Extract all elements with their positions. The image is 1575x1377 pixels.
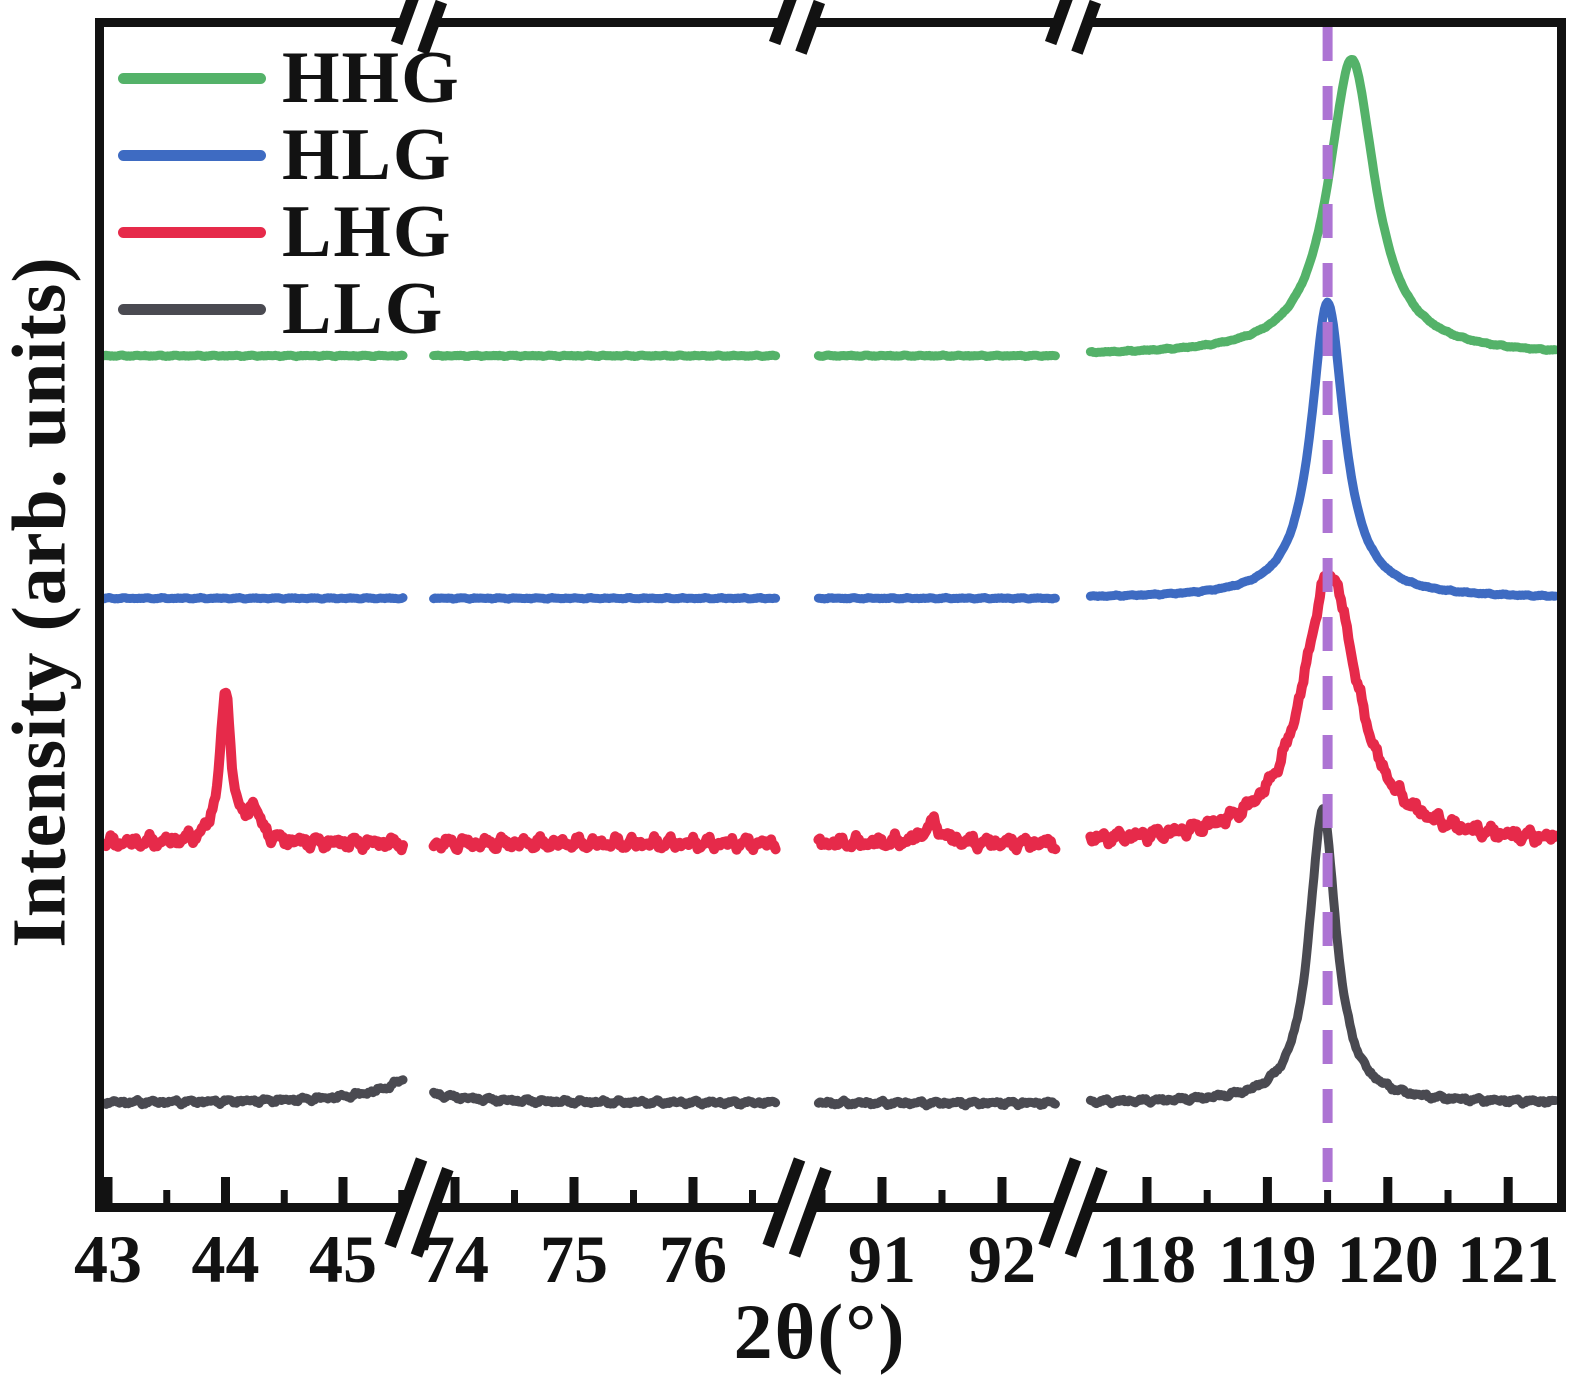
x-minor-tick <box>1324 1190 1332 1203</box>
x-major-tick <box>450 1177 460 1203</box>
axis-break-mark <box>762 1157 832 1258</box>
legend-line-llg <box>118 304 266 315</box>
legend: HHG HLG LHG LLG <box>118 40 461 348</box>
curve-hhg <box>100 350 408 362</box>
curve-hlg <box>429 593 781 604</box>
x-tick-label-74: 74 <box>421 1221 489 1297</box>
x-minor-tick <box>1444 1190 1452 1203</box>
curve-hlg <box>813 592 1060 604</box>
x-major-tick <box>1503 1177 1513 1203</box>
x-tick-label-43: 43 <box>74 1221 142 1297</box>
x-major-tick <box>1142 1177 1152 1203</box>
axis-spine <box>95 18 104 1212</box>
curve-hlg <box>100 592 408 604</box>
x-axis-title: 2θ(°) <box>733 1288 907 1375</box>
legend-label-hlg: HLG <box>282 114 453 196</box>
x-major-tick <box>1262 1177 1272 1203</box>
x-tick-label-118: 118 <box>1097 1221 1197 1297</box>
x-minor-tick <box>938 1190 946 1203</box>
legend-item-llg: LLG <box>118 271 461 348</box>
axis-break-mark <box>768 0 826 55</box>
x-tick-label-120: 120 <box>1336 1221 1439 1297</box>
axis-spine <box>95 18 1566 27</box>
x-tick-label-92: 92 <box>968 1221 1036 1297</box>
x-tick-label-45: 45 <box>309 1221 377 1297</box>
legend-line-hlg <box>118 150 266 161</box>
x-major-tick <box>877 1177 887 1203</box>
x-minor-tick <box>163 1190 171 1203</box>
curve-lhg <box>99 687 408 856</box>
curve-lhg <box>813 811 1061 856</box>
x-tick-label-91: 91 <box>848 1221 916 1297</box>
curve-hhg <box>813 350 1060 362</box>
x-major-tick <box>338 1177 348 1203</box>
curve-llg <box>100 1075 408 1110</box>
x-major-tick <box>997 1177 1007 1203</box>
curve-lhg <box>428 831 781 856</box>
x-minor-tick <box>749 1190 756 1203</box>
axis-break-mark <box>390 0 448 55</box>
x-minor-tick <box>630 1190 637 1203</box>
curve-llg <box>429 1087 781 1110</box>
x-tick-label-75: 75 <box>540 1221 608 1297</box>
x-major-tick <box>688 1177 698 1203</box>
curve-llg <box>813 1095 1060 1111</box>
legend-item-hlg: HLG <box>118 117 461 194</box>
curve-hlg <box>1085 297 1560 601</box>
x-minor-tick <box>398 1190 406 1203</box>
legend-label-lhg: LHG <box>282 191 453 273</box>
x-major-tick <box>103 1177 113 1203</box>
x-tick-label-76: 76 <box>659 1221 727 1297</box>
x-major-tick <box>569 1177 579 1203</box>
axis-break-mark <box>1038 1157 1108 1258</box>
legend-label-llg: LLG <box>282 268 445 350</box>
axis-break-mark <box>1044 0 1102 55</box>
legend-label-hhg: HHG <box>282 37 461 119</box>
x-minor-tick <box>1203 1190 1211 1203</box>
x-major-tick <box>221 1177 230 1203</box>
axis-spine <box>1557 18 1566 1212</box>
x-tick-label-121: 121 <box>1457 1221 1560 1297</box>
x-tick-label-119: 119 <box>1218 1221 1317 1297</box>
legend-line-hhg <box>118 73 266 84</box>
legend-item-hhg: HHG <box>118 40 461 117</box>
x-minor-tick <box>511 1190 518 1203</box>
curve-hhg <box>429 350 781 362</box>
legend-line-lhg <box>118 227 266 238</box>
y-axis-title: Intensity (arb. units) <box>0 256 82 948</box>
legend-item-lhg: LHG <box>118 194 461 271</box>
x-tick-label-44: 44 <box>191 1221 260 1297</box>
x-minor-tick <box>818 1190 826 1203</box>
axis-spine <box>95 1203 1566 1212</box>
x-major-tick <box>1383 1177 1393 1203</box>
axis-break-mark <box>384 1157 454 1258</box>
x-minor-tick <box>280 1190 288 1203</box>
